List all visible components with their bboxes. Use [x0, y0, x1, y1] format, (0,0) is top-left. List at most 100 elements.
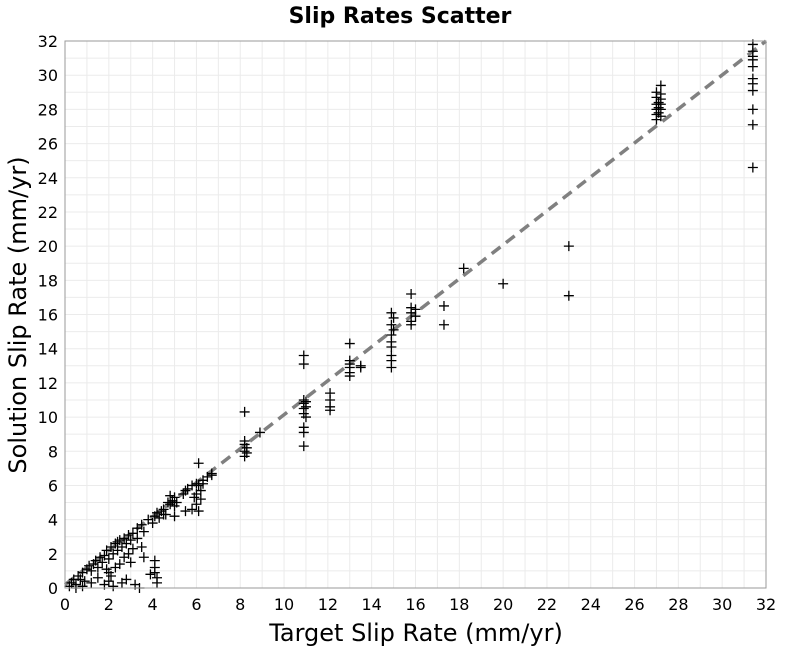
x-tick-label: 4	[148, 595, 158, 614]
x-tick-labels: 0 2 4 6 8 10 12 14 16 18 20 22 24 26 28 30 32	[60, 595, 776, 614]
data-point	[386, 319, 397, 330]
y-axis-label: Solution Slip Rate (mm/yr)	[4, 156, 32, 473]
y-tick-label: 28	[38, 100, 58, 119]
data-point	[127, 543, 138, 554]
x-tick-label: 2	[104, 595, 114, 614]
data-point	[138, 526, 149, 537]
data-point	[86, 577, 97, 588]
y-tick-label: 22	[38, 203, 58, 222]
data-point	[125, 557, 136, 568]
x-tick-label: 22	[537, 595, 557, 614]
data-point	[254, 427, 265, 438]
data-point	[103, 576, 114, 587]
data-point	[298, 350, 309, 361]
y-tick-label: 26	[38, 135, 58, 154]
data-point	[169, 511, 180, 522]
x-tick-label: 28	[668, 595, 688, 614]
data-point	[119, 552, 130, 563]
x-tick-label: 24	[581, 595, 601, 614]
x-tick-label: 8	[235, 595, 245, 614]
y-tick-label: 12	[38, 374, 58, 393]
y-tick-label: 4	[48, 511, 58, 530]
y-tick-label: 6	[48, 476, 58, 495]
data-point	[438, 300, 449, 311]
data-point	[108, 581, 119, 592]
data-point	[114, 559, 125, 570]
data-point	[355, 362, 366, 373]
data-point	[300, 401, 311, 412]
data-point	[747, 162, 758, 173]
data-point	[187, 504, 198, 515]
data-point	[747, 61, 758, 72]
data-point	[103, 553, 114, 564]
data-point	[386, 362, 397, 373]
y-tick-label: 20	[38, 237, 58, 256]
data-point	[344, 338, 355, 349]
data-point	[79, 576, 90, 587]
data-point	[147, 518, 158, 529]
data-point	[410, 311, 421, 322]
y-tick-label: 24	[38, 169, 58, 188]
chart-title: Slip Rates Scatter	[289, 4, 512, 29]
data-point	[158, 504, 169, 515]
data-point	[655, 111, 666, 122]
data-point	[747, 119, 758, 130]
data-point	[180, 506, 191, 517]
x-tick-label: 16	[405, 595, 425, 614]
data-point	[123, 530, 134, 541]
y-tick-label: 2	[48, 545, 58, 564]
data-point	[132, 533, 143, 544]
data-point	[239, 406, 250, 417]
data-point	[152, 577, 163, 588]
data-point	[325, 405, 336, 416]
data-point	[458, 263, 469, 274]
data-point	[138, 552, 149, 563]
data-point	[86, 565, 97, 576]
x-tick-label: 12	[318, 595, 338, 614]
data-point	[195, 494, 206, 505]
data-point	[198, 478, 209, 489]
data-point	[136, 541, 147, 552]
data-point	[171, 497, 182, 508]
x-tick-label: 20	[493, 595, 513, 614]
plot-frame	[64, 40, 767, 589]
y-tick-label: 32	[38, 32, 58, 51]
data-point	[193, 480, 204, 491]
data-point	[747, 85, 758, 96]
data-point	[241, 447, 252, 458]
y-tick-label: 18	[38, 271, 58, 290]
data-point	[191, 499, 202, 510]
data-point	[125, 535, 136, 546]
data-point	[106, 571, 117, 582]
data-point	[180, 485, 191, 496]
data-point	[165, 490, 176, 501]
data-point	[145, 569, 156, 580]
data-point	[101, 564, 112, 575]
data-point	[563, 290, 574, 301]
data-point	[386, 341, 397, 352]
data-point	[438, 319, 449, 330]
data-point	[388, 324, 399, 335]
data-point	[298, 359, 309, 370]
x-tick-label: 26	[624, 595, 644, 614]
data-point	[193, 506, 204, 517]
data-point	[655, 80, 666, 91]
data-point	[114, 535, 125, 546]
data-point	[92, 562, 103, 573]
data-point	[193, 458, 204, 469]
data-point	[97, 557, 108, 568]
y-tick-label: 8	[48, 442, 58, 461]
data-point	[169, 492, 180, 503]
data-point	[77, 581, 88, 592]
data-point	[162, 497, 173, 508]
data-point	[92, 572, 103, 583]
grid-lines	[64, 40, 767, 589]
data-point	[195, 485, 206, 496]
x-tick-label: 30	[712, 595, 732, 614]
data-point	[498, 278, 509, 289]
data-point	[136, 519, 147, 530]
y-tick-label: 10	[38, 408, 58, 427]
x-axis-label: Target Slip Rate (mm/yr)	[268, 619, 563, 647]
